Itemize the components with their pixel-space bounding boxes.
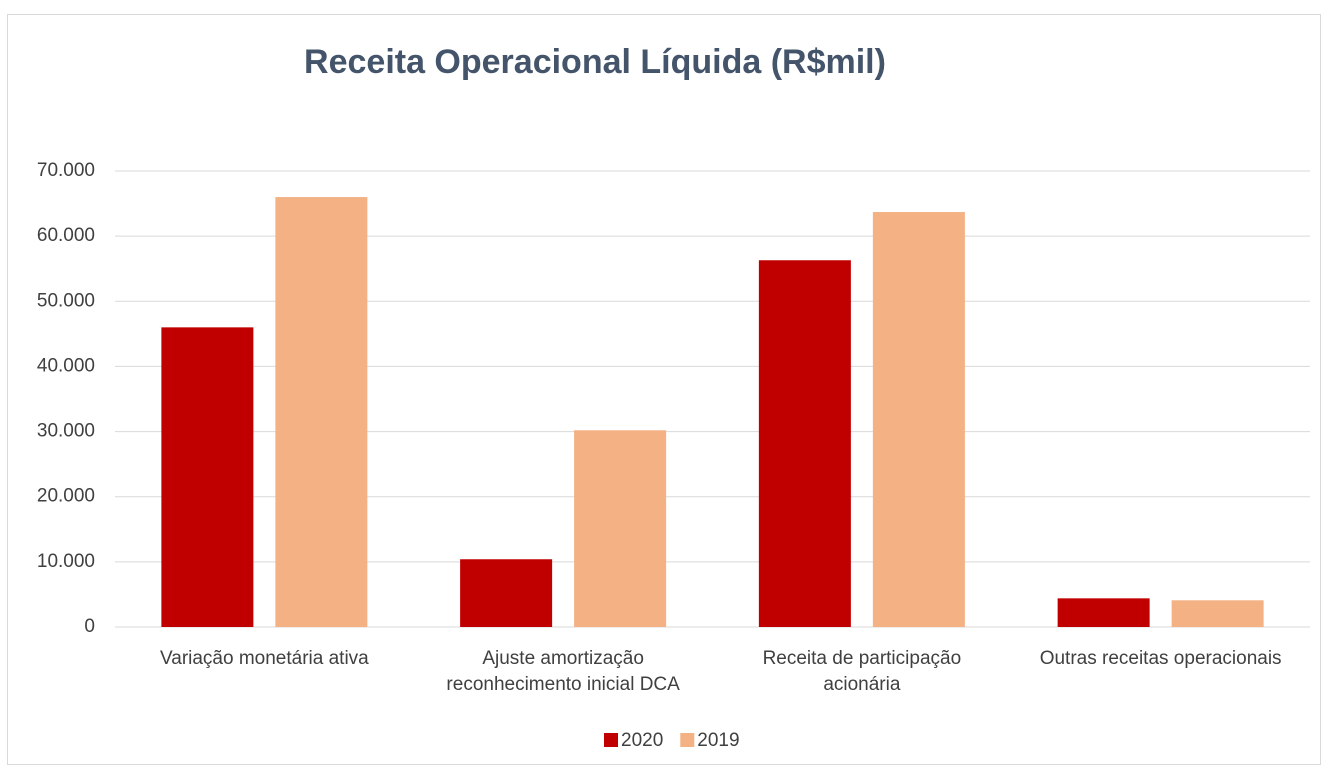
legend-swatch (680, 733, 695, 747)
y-tick-label: 20.000 (37, 486, 95, 507)
bar (758, 260, 851, 627)
legend-label: 2019 (697, 730, 739, 751)
legend-swatch (604, 733, 618, 747)
bar (574, 430, 667, 627)
y-tick-label: 0 (84, 616, 95, 637)
bar (1171, 600, 1264, 627)
x-tick-label: Outras receitas operacionais (1039, 648, 1282, 669)
chart-title: Receita Operacional Líquida (R$mil) (304, 43, 886, 81)
y-tick-label: 70.000 (37, 160, 95, 181)
x-tick-label: Ajuste amortização reconhecimento inicia… (446, 648, 680, 695)
bar (460, 559, 553, 627)
bar (275, 197, 368, 628)
bar (872, 212, 965, 628)
x-tick-label: Variação monetária ativa (159, 648, 369, 669)
y-tick-label: 10.000 (37, 551, 95, 572)
bar (161, 327, 254, 627)
y-tick-label: 60.000 (37, 225, 95, 246)
x-tick-label: Receita de participação acionária (762, 648, 962, 695)
legend-label: 2020 (621, 730, 663, 751)
y-tick-label: 50.000 (37, 290, 95, 311)
y-tick-label: 30.000 (37, 421, 95, 442)
bar (1057, 598, 1150, 627)
y-tick-label: 40.000 (37, 355, 95, 376)
